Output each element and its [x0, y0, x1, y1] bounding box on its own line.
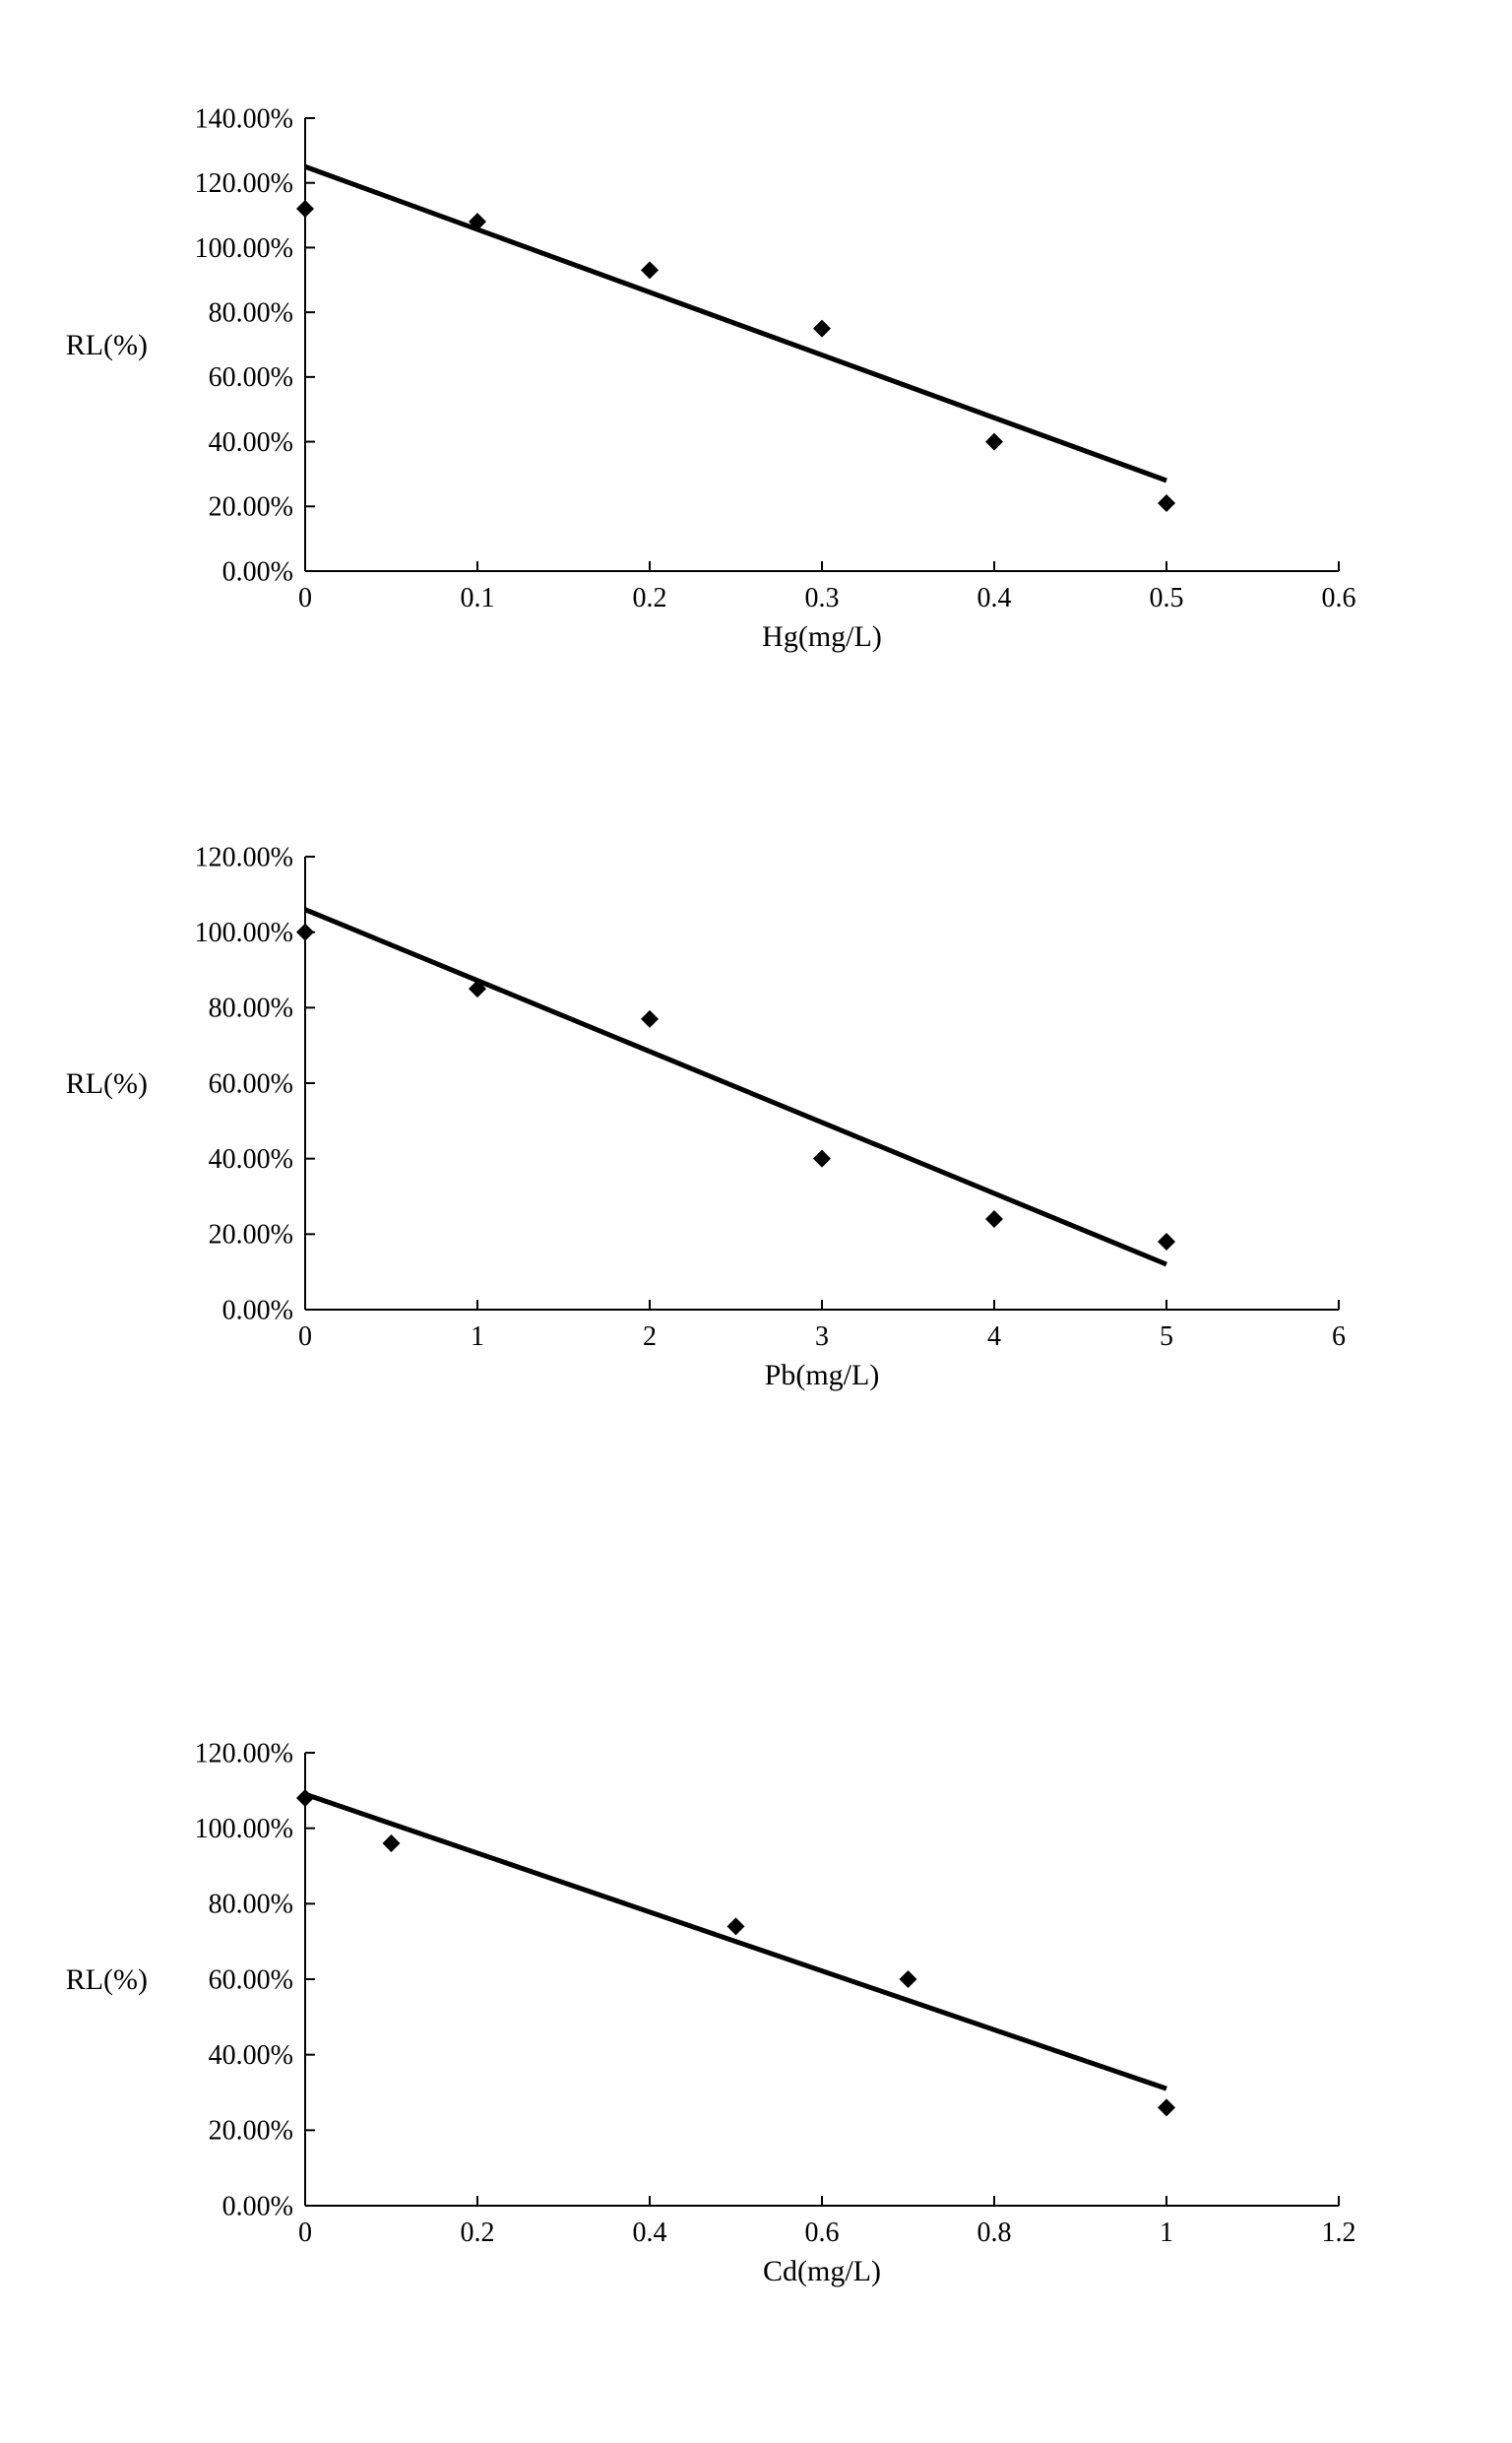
data-point [641, 261, 659, 279]
x-tick-label: 0.8 [977, 2218, 1012, 2248]
y-tick-label: 80.00% [209, 994, 293, 1024]
y-tick-label: 60.00% [209, 362, 293, 393]
x-tick-label: 5 [1160, 1321, 1173, 1352]
cd-chart: 0.00% 20.00% 40.00% 60.00% 80.00% 100.00% 120.… [158, 1733, 1378, 2294]
y-tick-label: 120.00% [195, 842, 293, 872]
y-tick-label: 100.00% [195, 233, 293, 264]
x-tick-label: 0.3 [805, 583, 840, 613]
data-point [1158, 2098, 1175, 2116]
y-tick-label: 80.00% [209, 1890, 293, 1920]
pb-chart-container: 0.00% 20.00% 40.00% 60.00% 80.00% 100.00% 120.… [158, 837, 1378, 1398]
x-tick-label: 2 [643, 1321, 657, 1352]
y-tick-label: 60.00% [209, 1964, 293, 1995]
y-tick-label: 40.00% [209, 427, 293, 458]
hg-chart: 0.00% 20.00% 40.00% 60.00% 80.00% 100.00% 120.… [158, 98, 1378, 660]
y-tick-label: 0.00% [222, 1295, 293, 1325]
x-tick-label: 1.2 [1322, 2218, 1356, 2248]
x-tick-label: 0 [298, 583, 312, 613]
x-tick-label: 0.2 [461, 2218, 495, 2248]
data-point [813, 1150, 831, 1168]
x-tick-label: 0.6 [805, 2218, 840, 2248]
x-tick-label: 0.5 [1150, 583, 1184, 613]
data-point [296, 200, 314, 218]
data-point [641, 1010, 659, 1028]
x-tick-label: 0.2 [633, 583, 667, 613]
x-tick-label: 0 [298, 1321, 312, 1352]
x-tick-label: 1 [1160, 2218, 1173, 2248]
y-tick-label: 40.00% [209, 1144, 293, 1175]
trend-line [305, 1794, 1166, 2089]
x-axis-label: Cd(mg/L) [763, 2255, 881, 2287]
x-tick-label: 3 [815, 1321, 829, 1352]
x-tick-label: 0.4 [633, 2218, 667, 2248]
y-tick-label: 100.00% [195, 1814, 293, 1844]
y-tick-label: 100.00% [195, 918, 293, 948]
y-axis-label: RL(%) [66, 1067, 148, 1100]
y-tick-label: 20.00% [209, 492, 293, 523]
y-tick-label: 80.00% [209, 297, 293, 328]
y-tick-label: 20.00% [209, 1220, 293, 1251]
data-point [985, 1210, 1003, 1228]
y-tick-label: 120.00% [195, 168, 293, 199]
x-tick-label: 6 [1332, 1321, 1346, 1352]
pb-chart: 0.00% 20.00% 40.00% 60.00% 80.00% 100.00% 120.… [158, 837, 1378, 1398]
data-point [813, 320, 831, 338]
hg-chart-container: 0.00% 20.00% 40.00% 60.00% 80.00% 100.00% 120.… [158, 98, 1378, 660]
x-tick-label: 4 [987, 1321, 1001, 1352]
page: 0.00%20.00%40.00%60.00%80.00%100.00%120.… [0, 0, 1512, 2443]
y-axis-label: RL(%) [66, 329, 148, 361]
y-tick-label: 0.00% [222, 2191, 293, 2221]
trend-line [305, 166, 1166, 481]
y-tick-label: 120.00% [195, 1738, 293, 1768]
data-point [900, 1970, 917, 1988]
data-point [1158, 1233, 1175, 1251]
x-axis-label: Pb(mg/L) [765, 1359, 880, 1391]
x-axis-label: Hg(mg/L) [762, 620, 882, 653]
y-tick-label: 0.00% [222, 556, 293, 587]
data-point [985, 433, 1003, 451]
data-point [727, 1917, 745, 1935]
x-tick-label: 0 [298, 2218, 312, 2248]
x-tick-label: 0.1 [461, 583, 495, 613]
data-point [296, 924, 314, 941]
y-tick-label: 40.00% [209, 2040, 293, 2071]
data-point [296, 1789, 314, 1807]
trend-line [305, 910, 1166, 1264]
y-tick-label: 60.00% [209, 1068, 293, 1099]
data-point [1158, 494, 1175, 512]
x-tick-label: 1 [471, 1321, 484, 1352]
y-axis-label: RL(%) [66, 1963, 148, 1996]
cd-chart-container: 0.00% 20.00% 40.00% 60.00% 80.00% 100.00% 120.… [158, 1733, 1378, 2294]
y-tick-label: 140.00% [195, 103, 293, 134]
data-point [383, 1834, 401, 1852]
y-tick-label: 20.00% [209, 2116, 293, 2147]
x-tick-label: 0.4 [977, 583, 1012, 613]
x-tick-label: 0.6 [1322, 583, 1356, 613]
